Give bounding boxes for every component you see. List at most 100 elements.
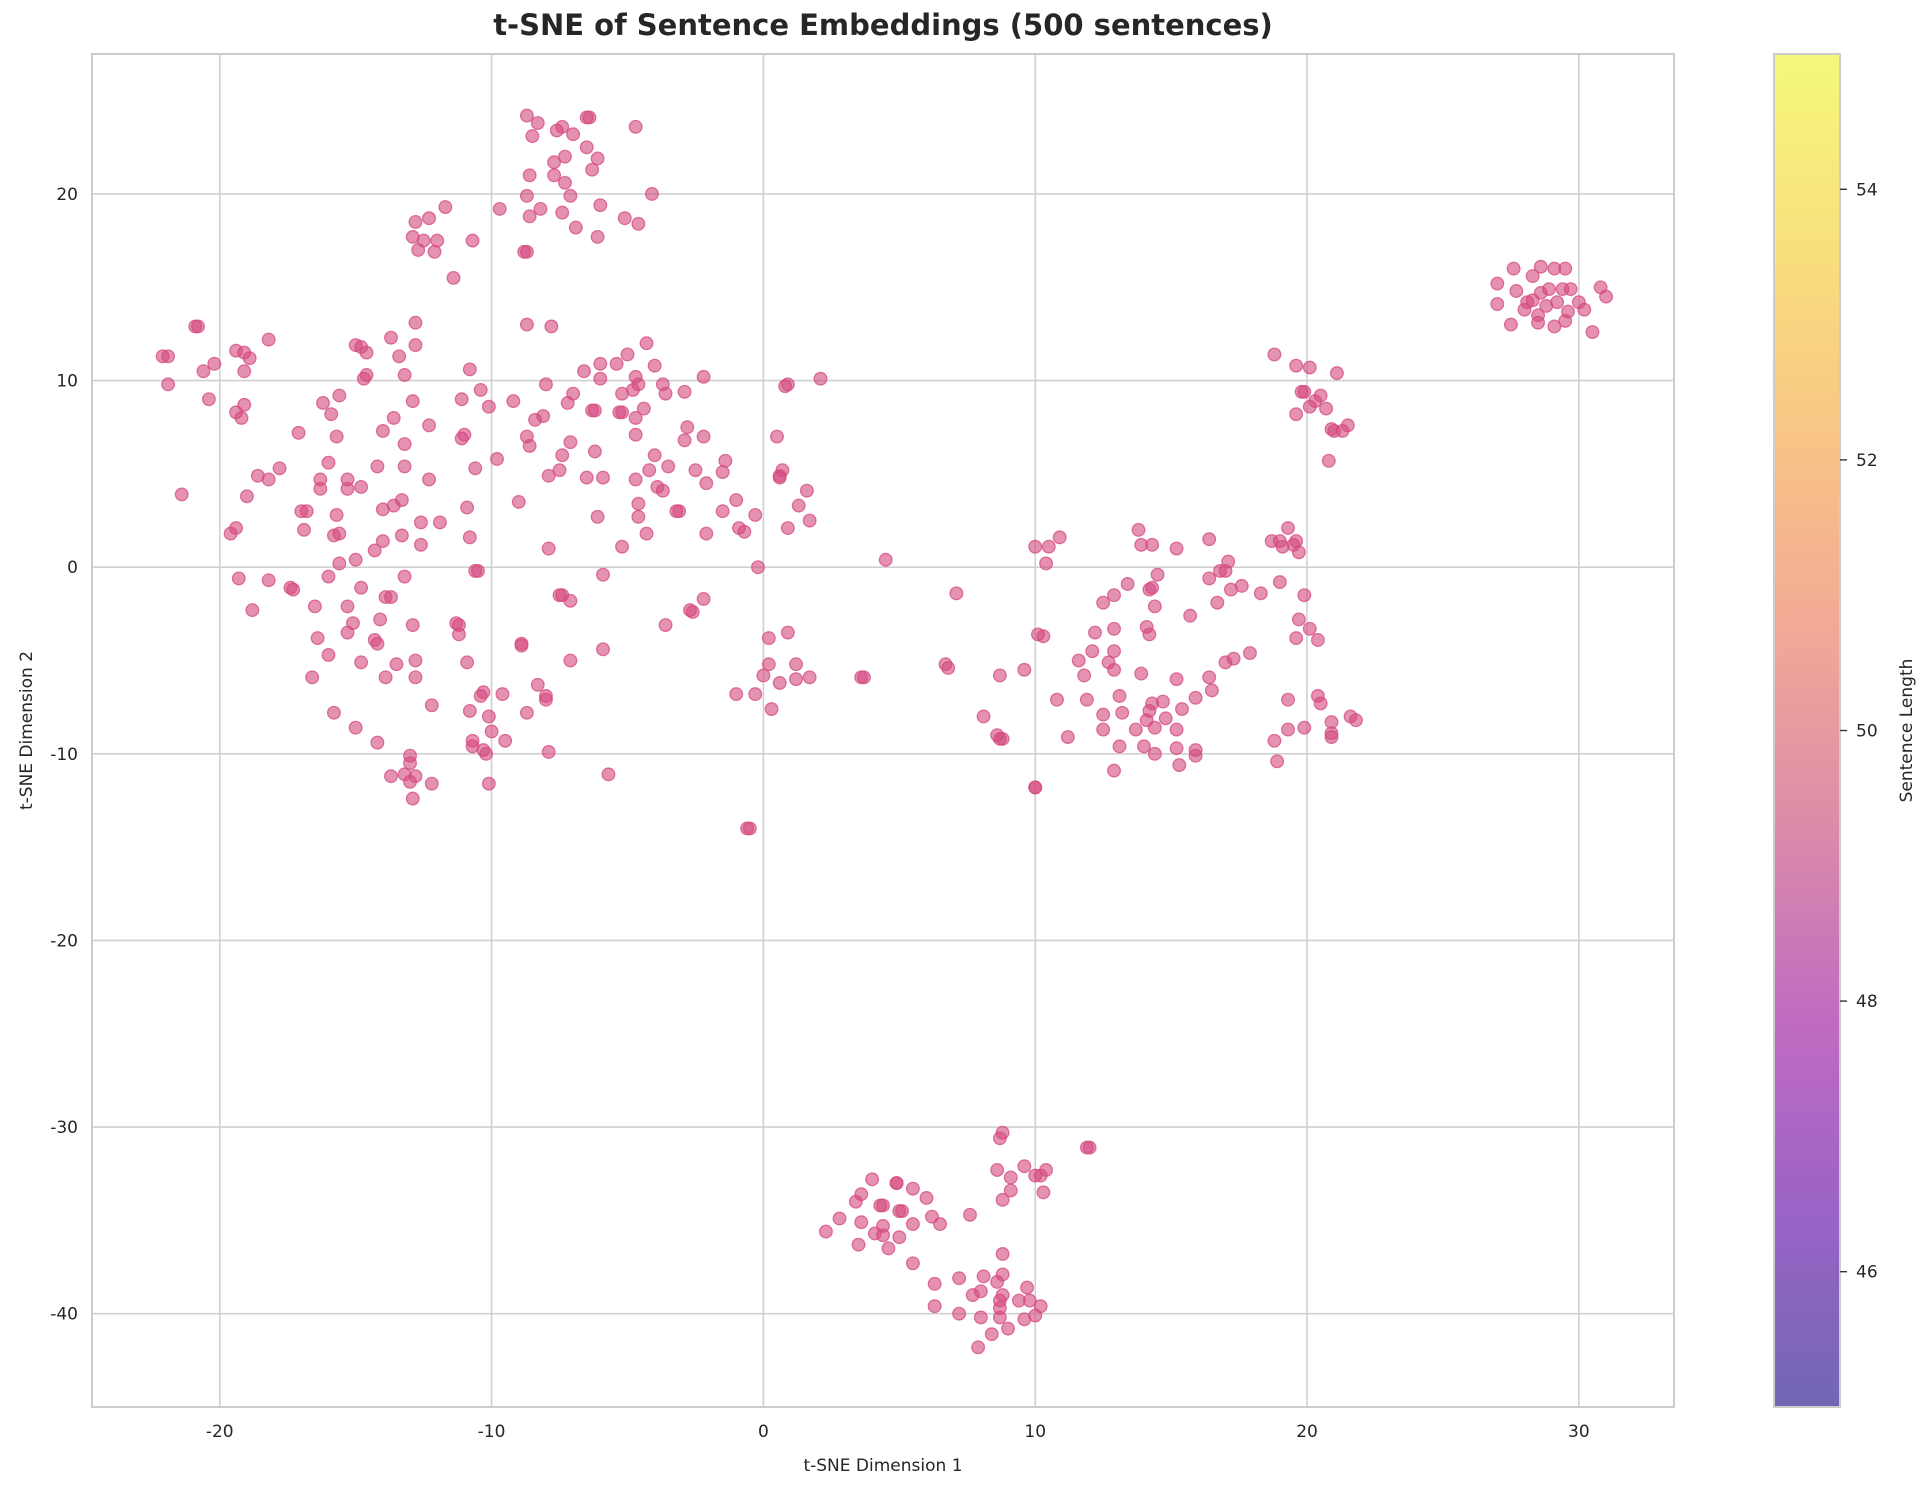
data-point [538,692,553,707]
data-point [354,480,369,494]
data-point [933,1217,948,1232]
data-point [473,689,488,703]
data-point [1147,746,1162,761]
data-point [1550,295,1565,310]
data-point [1558,261,1573,276]
data-point [191,319,205,334]
data-point [541,468,556,483]
data-point [590,229,605,244]
data-point [286,582,301,597]
data-point [506,394,521,409]
data-point [780,625,795,640]
data-point [460,655,475,670]
data-point [340,599,355,614]
data-point [715,465,730,479]
data-point [802,513,817,528]
data-point [375,424,390,438]
data-point [832,1211,847,1226]
data-point [1533,259,1548,274]
data-point [1096,722,1111,737]
data-point [579,110,594,125]
data-point [1131,522,1146,537]
data-point [397,569,412,584]
data-point [1506,261,1521,276]
y-tick-label: -40 [50,1305,78,1325]
data-point [378,670,393,685]
data-point [661,459,676,474]
data-point [878,552,893,567]
data-point [1218,655,1233,670]
data-point [354,580,369,595]
data-point [1329,366,1344,381]
data-point [905,1256,920,1271]
x-axis-ticks: -20 -10 0 10 20 30 [206,1422,1590,1442]
data-point [1577,302,1592,317]
data-point [348,552,363,567]
colorbar-tick-label: 46 [1856,1263,1878,1283]
data-point [1302,621,1317,636]
data-point [544,319,559,334]
data-point [321,569,336,584]
data-point [696,591,711,606]
data-point [631,509,646,524]
data-point [332,556,347,571]
data-point [397,368,412,382]
data-point [519,317,534,332]
data-point [1041,539,1056,554]
data-point [541,745,556,759]
data-point [881,1241,896,1256]
colorbar-tick-label: 48 [1856,992,1878,1012]
data-point [770,429,784,444]
data-point [854,1215,869,1230]
data-point [1107,644,1121,659]
data-point [1267,733,1282,748]
data-point [1289,358,1304,373]
data-point [427,244,442,259]
data-point [511,494,526,509]
data-point [386,410,401,425]
data-point [949,586,964,601]
data-point [354,655,369,670]
data-point [522,209,537,224]
data-point [384,330,398,345]
data-point [299,504,314,519]
data-point [577,364,591,379]
data-point [1169,741,1184,756]
data-point [1291,612,1306,627]
y-axis-ticks: 20 10 0 -10 -20 -30 -40 [50,185,78,1325]
data-point [471,563,485,578]
data-point [628,410,643,425]
data-point [655,483,670,498]
data-point [1310,633,1325,647]
data-point [438,200,453,214]
data-point [699,476,714,491]
data-point [1145,580,1160,595]
data-point [161,377,176,392]
data-point [408,315,423,330]
data-point [370,636,385,651]
data-point [761,631,776,646]
colorbar-tick-label: 54 [1856,180,1878,200]
data-point [1147,720,1162,735]
data-point [239,489,254,504]
data-point [1202,670,1217,685]
data-point [772,675,787,690]
y-tick-label: 20 [56,185,78,205]
data-point [242,351,257,366]
data-point [971,1340,986,1355]
data-point [555,448,570,463]
data-point [889,1176,904,1191]
data-point [1096,595,1111,610]
data-point [1001,1321,1015,1336]
data-point [642,463,657,478]
colorbar-ticks: 46 48 50 52 54 [1840,180,1878,1283]
data-point [329,429,344,444]
data-point [367,543,382,558]
data-point [1558,313,1573,328]
data-point [498,733,513,748]
data-point [1107,621,1121,636]
data-point [563,593,578,608]
data-point [1335,424,1350,438]
data-point [397,437,412,451]
data-point [892,1230,907,1245]
